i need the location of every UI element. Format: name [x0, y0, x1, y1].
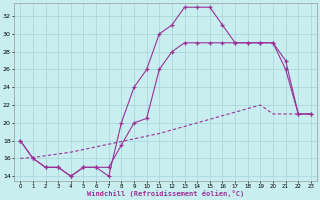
X-axis label: Windchill (Refroidissement éolien,°C): Windchill (Refroidissement éolien,°C) — [87, 190, 244, 197]
